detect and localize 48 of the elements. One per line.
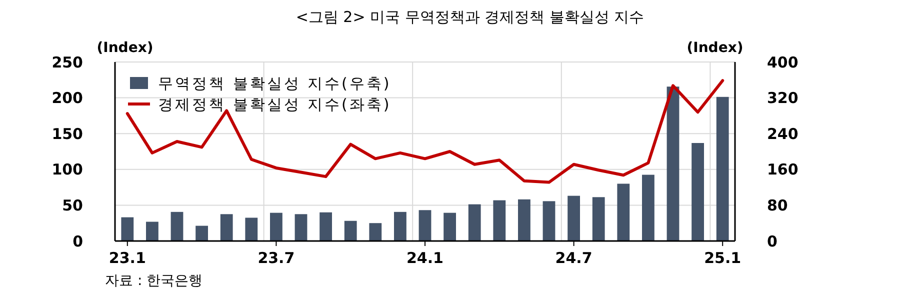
y2-tick-label: 160 — [767, 160, 798, 179]
bar — [170, 212, 184, 241]
chart-title: <그림 2> 미국 무역정책과 경제정책 불확실성 지수 — [296, 8, 644, 26]
y-tick-label: 0 — [72, 232, 83, 250]
bar — [568, 196, 580, 241]
bar — [344, 220, 357, 241]
bar — [320, 212, 332, 241]
y2-tick-label: 400 — [767, 53, 798, 72]
bar — [716, 96, 729, 241]
y2-tick-label: 320 — [767, 89, 798, 108]
legend-label: 경제정책 불확실성 지수(좌축) — [158, 95, 392, 114]
x-tick-label: 24.7 — [555, 249, 592, 267]
bar — [444, 212, 456, 241]
bar — [245, 218, 258, 241]
bar — [294, 214, 308, 241]
bar — [369, 223, 382, 241]
x-tick-label: 25.1 — [704, 249, 742, 267]
y2-tick-label: 80 — [767, 196, 788, 214]
y2-tick-label: 240 — [767, 124, 798, 143]
bar — [196, 226, 208, 241]
y-tick-label: 100 — [52, 160, 83, 179]
bar — [394, 212, 406, 241]
bar — [666, 86, 680, 241]
bar — [493, 200, 506, 241]
y-tick-label: 50 — [62, 196, 83, 214]
y2-axis-title: (Index) — [686, 40, 744, 56]
legend-label: 무역정책 불확실성 지수(우축) — [158, 74, 392, 92]
y-tick-label: 200 — [52, 89, 83, 108]
bar — [592, 197, 605, 241]
x-tick-label: 24.1 — [406, 249, 444, 267]
y-tick-label: 150 — [52, 124, 83, 143]
bar — [692, 142, 704, 241]
bar — [468, 204, 481, 241]
bar — [418, 210, 432, 241]
y2-tick-label: 0 — [767, 232, 778, 250]
x-tick-label: 23.1 — [108, 249, 146, 267]
bar — [642, 174, 654, 241]
x-tick-label: 23.7 — [258, 249, 295, 267]
y-tick-label: 250 — [52, 53, 83, 72]
text: 자료 : 한국은행 — [105, 273, 203, 289]
bar — [518, 199, 530, 241]
bar — [270, 212, 282, 241]
y-axis-title: (Index) — [96, 40, 154, 56]
bar — [146, 222, 158, 241]
bar — [617, 184, 630, 241]
bar — [121, 217, 134, 241]
bar — [220, 214, 233, 241]
bar — [542, 201, 556, 241]
